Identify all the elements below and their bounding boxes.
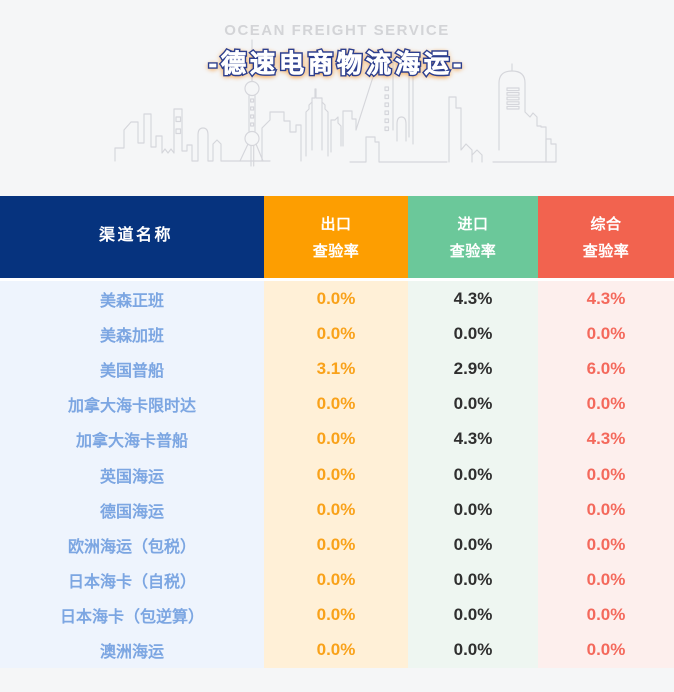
cell-overall: 0.0% [538, 527, 674, 563]
cell-channel: 美森正班 [0, 281, 264, 317]
cell-export: 0.0% [264, 316, 408, 352]
cell-overall: 4.3% [538, 281, 674, 317]
cell-channel: 加拿大海卡普船 [0, 421, 264, 457]
hero-title-text: -德速电商物流海运- [208, 50, 466, 79]
table-row: 英国海运 0.0% 0.0% 0.0% [0, 456, 674, 493]
hero-title-outline: -德速电商物流海运- [207, 48, 466, 80]
skyline-right-buildings [448, 63, 557, 163]
table-row: 加拿大海卡限时达 0.0% 0.0% 0.0% [0, 386, 674, 422]
cell-import: 0.0% [408, 456, 538, 493]
cell-overall: 0.0% [538, 562, 674, 598]
hero-section: OCEAN FREIGHT SERVICE -德速电商物流海运- -德速电商物流… [0, 0, 674, 196]
cell-channel: 英国海运 [0, 456, 264, 493]
table-row: 加拿大海卡普船 0.0% 4.3% 4.3% [0, 421, 674, 457]
cell-import: 0.0% [408, 562, 538, 598]
cell-export: 0.0% [264, 562, 408, 598]
hero-title: -德速电商物流海运- -德速电商物流海运- [0, 47, 674, 81]
cell-export: 3.1% [264, 351, 408, 387]
cell-overall: 4.3% [538, 421, 674, 457]
cell-import: 0.0% [408, 632, 538, 669]
header-label-line2: 查验率 [582, 242, 630, 260]
cell-import: 0.0% [408, 492, 538, 528]
cell-export: 0.0% [264, 527, 408, 563]
cell-import: 4.3% [408, 421, 538, 457]
cell-channel: 欧洲海运（包税） [0, 527, 264, 563]
skyline-left-buildings [114, 108, 271, 162]
cell-export: 0.0% [264, 492, 408, 528]
cell-channel: 加拿大海卡限时达 [0, 386, 264, 422]
cell-export: 0.0% [264, 386, 408, 422]
header-label: 渠道名称 [98, 227, 173, 244]
table-header: 渠道名称 出口 查验率 进口 查验率 综合 查验率 [0, 196, 674, 278]
header-cell-channel: 渠道名称 [0, 196, 264, 278]
header-label: 综合 [590, 215, 622, 233]
cell-overall: 0.0% [538, 386, 674, 422]
cell-import: 4.3% [408, 281, 538, 317]
table-row: 澳洲海运 0.0% 0.0% 0.0% [0, 632, 674, 669]
header-cell-export: 出口 查验率 [264, 196, 408, 278]
table-row: 美国普船 3.1% 2.9% 6.0% [0, 351, 674, 387]
cell-overall: 6.0% [538, 351, 674, 387]
header-cell-import: 进口 查验率 [408, 196, 538, 278]
pearl-tower-icon [239, 39, 264, 167]
table-body: 美森正班 0.0% 4.3% 4.3% 美森加班 0.0% 0.0% 0.0% 美国普船 3.1%… [0, 281, 674, 669]
cell-overall: 0.0% [538, 456, 674, 493]
header-cell-overall: 综合 查验率 [538, 196, 674, 278]
city-skyline-icon [114, 39, 557, 167]
table-row: 美森正班 0.0% 4.3% 4.3% [0, 281, 674, 317]
table-row: 日本海卡（包逆算） 0.0% 0.0% 0.0% [0, 597, 674, 633]
table-row: 美森加班 0.0% 0.0% 0.0% [0, 316, 674, 352]
cell-overall: 0.0% [538, 597, 674, 633]
hero-eyebrow-text: OCEAN FREIGHT SERVICE [224, 22, 450, 39]
cell-overall: 0.0% [538, 492, 674, 528]
cell-export: 0.0% [264, 281, 408, 317]
cell-import: 0.0% [408, 386, 538, 422]
cell-overall: 0.0% [538, 316, 674, 352]
header-body-divider [0, 278, 674, 281]
cell-overall: 0.0% [538, 632, 674, 669]
cell-channel: 日本海卡（包逆算） [0, 597, 264, 633]
table-row: 欧洲海运（包税） 0.0% 0.0% 0.0% [0, 527, 674, 563]
table-row: 德国海运 0.0% 0.0% 0.0% [0, 492, 674, 528]
cell-export: 0.0% [264, 632, 408, 669]
cell-channel: 美国普船 [0, 351, 264, 387]
header-label-line2: 查验率 [449, 242, 497, 260]
cell-export: 0.0% [264, 421, 408, 457]
cell-channel: 美森加班 [0, 316, 264, 352]
cell-export: 0.0% [264, 456, 408, 493]
cell-channel: 日本海卡（自税） [0, 562, 264, 598]
cell-channel: 德国海运 [0, 492, 264, 528]
cell-import: 0.0% [408, 316, 538, 352]
skyline-mid-buildings [261, 51, 448, 163]
header-label-line2: 查验率 [312, 242, 360, 260]
cell-export: 0.0% [264, 597, 408, 633]
header-label: 出口 [320, 215, 352, 233]
cell-import: 2.9% [408, 351, 538, 387]
table-row: 日本海卡（自税） 0.0% 0.0% 0.0% [0, 562, 674, 598]
cell-channel: 澳洲海运 [0, 632, 264, 669]
header-label: 进口 [457, 215, 489, 233]
cell-import: 0.0% [408, 527, 538, 563]
cell-import: 0.0% [408, 597, 538, 633]
